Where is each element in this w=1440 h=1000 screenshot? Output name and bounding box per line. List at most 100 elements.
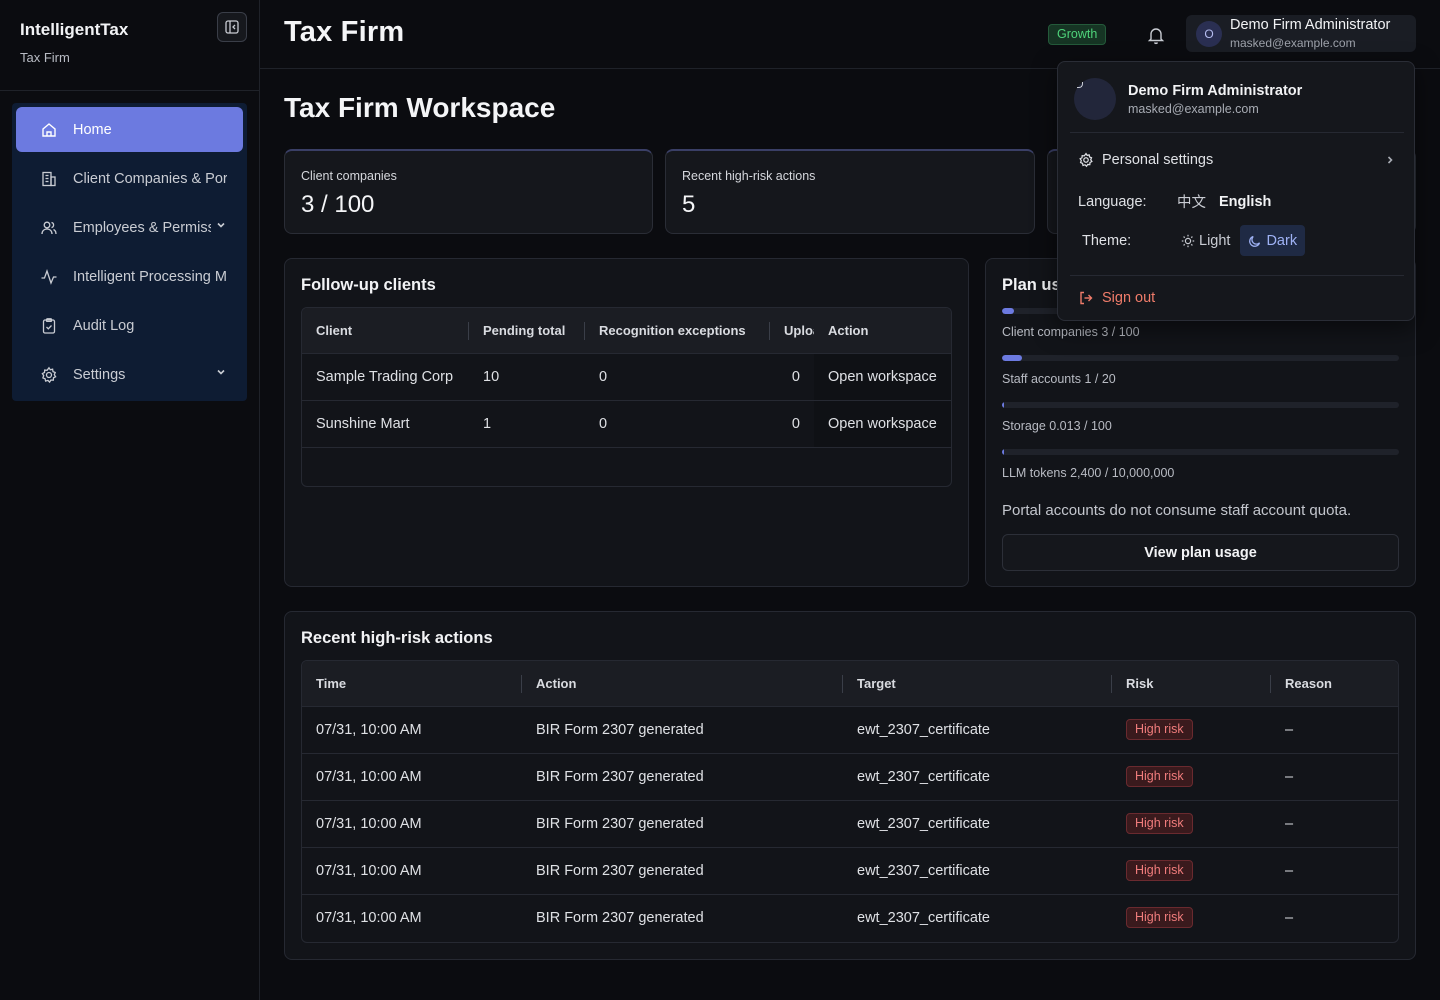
usage-label: Client companies 3 / 100 <box>1002 325 1140 339</box>
plan-badge: Growth <box>1048 24 1107 45</box>
avatar <box>1074 78 1116 120</box>
language-label: Language: <box>1078 193 1147 210</box>
usage-label: Staff accounts 1 / 20 <box>1002 372 1116 386</box>
theme-row: Theme: Light Dark <box>1082 225 1306 256</box>
open-workspace-link[interactable]: Open workspace <box>814 352 951 400</box>
language-option-en[interactable]: English <box>1219 193 1272 210</box>
column-header: Target <box>843 661 1112 706</box>
reason-cell: – <box>1271 752 1398 800</box>
language-row: Language: 中文 English <box>1078 191 1271 212</box>
followup-table: Client Pending total Recognition excepti… <box>301 307 952 487</box>
sidebar-item-employees[interactable]: Employees & Permissions <box>16 205 243 250</box>
usage-bar-fill <box>1002 449 1004 455</box>
sign-out-icon <box>1078 290 1094 306</box>
bell-icon <box>1147 28 1165 45</box>
target-cell: ewt_2307_certificate <box>843 846 1112 894</box>
risk-cell: High risk <box>1112 799 1271 847</box>
theme-dark-button[interactable]: Dark <box>1240 225 1306 256</box>
brand-subtitle: Tax Firm <box>20 50 70 65</box>
collapse-sidebar-button[interactable] <box>217 12 247 42</box>
uploads: 0 <box>770 352 814 400</box>
action-cell: BIR Form 2307 generated <box>522 705 843 753</box>
action-cell: BIR Form 2307 generated <box>522 893 843 941</box>
sidebar-item-settings[interactable]: Settings <box>16 352 243 397</box>
sidebar-item-audit-log[interactable]: Audit Log <box>16 303 243 348</box>
risk-cell: High risk <box>1112 846 1271 894</box>
table-empty-row <box>302 446 951 486</box>
sidebar-collapse-icon <box>225 20 239 34</box>
reason-cell: – <box>1271 799 1398 847</box>
column-header: Action <box>814 308 951 353</box>
personal-settings-item[interactable]: Personal settings <box>1078 152 1396 168</box>
theme-light-button[interactable]: Light <box>1173 225 1238 256</box>
recognition-exceptions: 0 <box>585 399 770 447</box>
sidebar-item-label: Client Companies & Portal <box>73 170 227 187</box>
client-name: Sunshine Mart <box>302 399 469 447</box>
sign-out-button[interactable]: Sign out <box>1078 290 1155 306</box>
activity-icon <box>40 268 58 286</box>
followup-clients-panel: Follow-up clients Client Pending total R… <box>284 258 969 587</box>
sidebar-item-label: Audit Log <box>73 317 135 334</box>
time-cell: 07/31, 10:00 AM <box>302 846 522 894</box>
risk-cell: High risk <box>1112 752 1271 800</box>
language-option-zh[interactable]: 中文 <box>1177 195 1206 211</box>
sidebar-item-intelligent-processing[interactable]: Intelligent Processing Monitor <box>16 254 243 299</box>
usage-bar-fill <box>1002 402 1004 408</box>
target-cell: ewt_2307_certificate <box>843 705 1112 753</box>
high-risk-actions-panel: Recent high-risk actions Time Action Tar… <box>284 611 1416 960</box>
reason-cell: – <box>1271 846 1398 894</box>
column-header: Risk <box>1112 661 1271 706</box>
dropdown-user-email: masked@example.com <box>1128 102 1259 116</box>
sign-out-label: Sign out <box>1102 290 1156 306</box>
notifications-button[interactable] <box>1145 24 1167 46</box>
table-row: Sample Trading Corp 10 0 0 Open workspac… <box>302 352 951 400</box>
brand: IntelligentTax Tax Firm <box>20 20 128 65</box>
page-title: Tax Firm <box>284 16 405 48</box>
uploads: 0 <box>770 399 814 447</box>
sidebar-item-label: Home <box>73 121 112 138</box>
user-name: Demo Firm Administrator <box>1230 17 1391 33</box>
workspace-title: Tax Firm Workspace <box>284 92 556 123</box>
column-header: Action <box>522 661 843 706</box>
stat-value: 5 <box>682 191 696 218</box>
column-header: Uploads <box>770 308 814 353</box>
sun-icon <box>1181 234 1195 247</box>
usage-label: Storage 0.013 / 100 <box>1002 419 1112 433</box>
dropdown-user-name: Demo Firm Administrator <box>1128 83 1303 99</box>
view-plan-usage-button[interactable]: View plan usage <box>1002 534 1399 571</box>
user-menu-button[interactable]: O Demo Firm Administrator masked@example… <box>1186 15 1416 52</box>
user-email: masked@example.com <box>1230 36 1356 50</box>
moon-icon <box>1249 235 1261 247</box>
theme-label: Theme: <box>1082 232 1132 249</box>
personal-settings-label: Personal settings <box>1102 152 1214 168</box>
usage-bar-fill <box>1002 355 1022 361</box>
sidebar-divider <box>0 90 260 91</box>
table-row: 07/31, 10:00 AM BIR Form 2307 generated … <box>302 752 1398 800</box>
action-cell: BIR Form 2307 generated <box>522 846 843 894</box>
risk-badge: High risk <box>1126 719 1193 740</box>
header-divider <box>260 68 1440 69</box>
panel-title: Recent high-risk actions <box>301 629 493 647</box>
column-header: Client <box>302 308 469 353</box>
home-icon <box>40 121 58 139</box>
table-row: 07/31, 10:00 AM BIR Form 2307 generated … <box>302 846 1398 894</box>
column-header: Reason <box>1271 661 1398 706</box>
panel-title: Follow-up clients <box>301 276 436 294</box>
target-cell: ewt_2307_certificate <box>843 752 1112 800</box>
table-header-row: Client Pending total Recognition excepti… <box>302 308 951 353</box>
usage-staff-accounts: Staff accounts 1 / 20 <box>1002 355 1399 386</box>
table-row: 07/31, 10:00 AM BIR Form 2307 generated … <box>302 705 1398 753</box>
users-icon <box>40 219 58 237</box>
table-row: Sunshine Mart 1 0 0 Open workspace <box>302 399 951 447</box>
action-cell: BIR Form 2307 generated <box>522 799 843 847</box>
reason-cell: – <box>1271 893 1398 941</box>
usage-storage: Storage 0.013 / 100 <box>1002 402 1399 433</box>
sidebar-item-home[interactable]: Home <box>16 107 243 152</box>
pending-total: 1 <box>469 399 585 447</box>
chevron-right-icon <box>1384 154 1396 166</box>
stat-title: Recent high-risk actions <box>682 169 816 183</box>
user-menu-dropdown: Demo Firm Administrator masked@example.c… <box>1057 61 1415 321</box>
table-row: 07/31, 10:00 AM BIR Form 2307 generated … <box>302 799 1398 847</box>
open-workspace-link[interactable]: Open workspace <box>814 399 951 447</box>
sidebar-item-client-companies[interactable]: Client Companies & Portal <box>16 156 243 201</box>
